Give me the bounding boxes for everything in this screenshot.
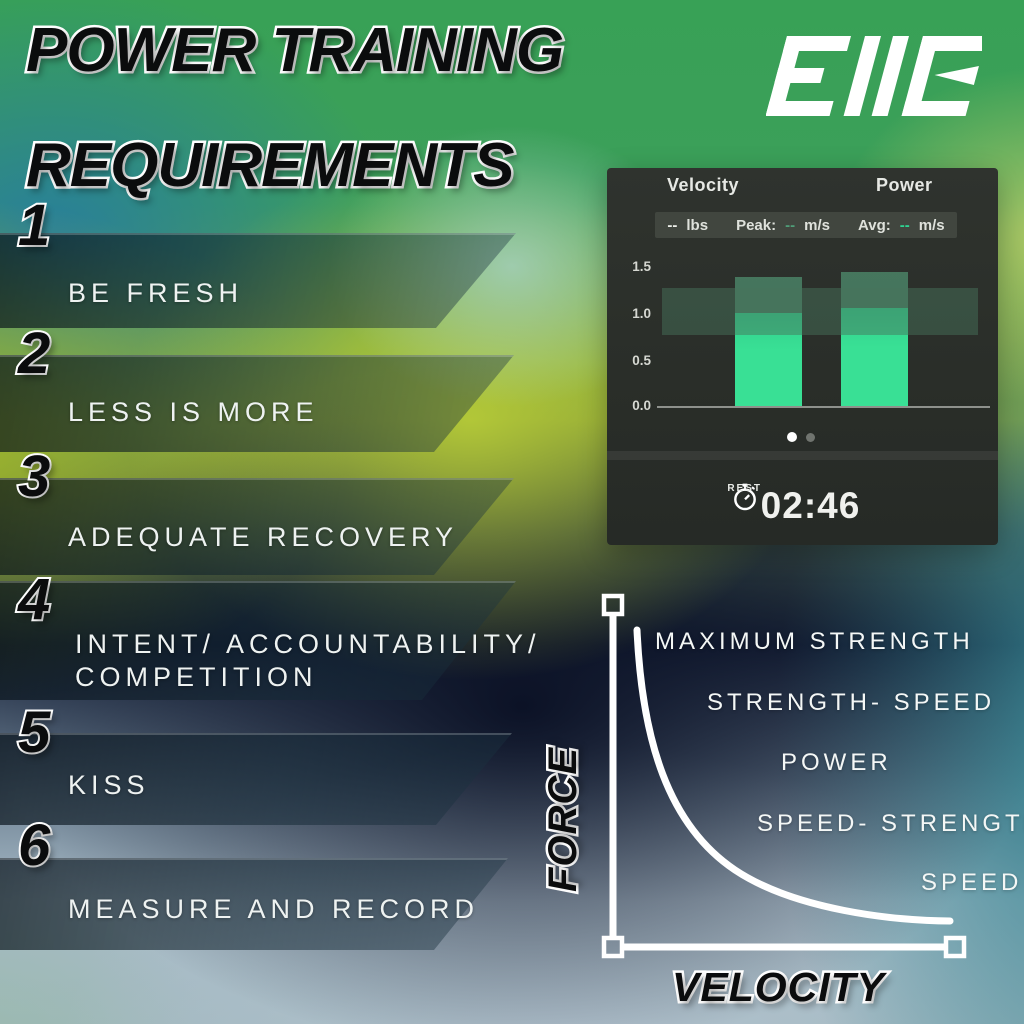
axis-handle-origin: [601, 935, 625, 959]
training-app-panel: Velocity Power -- lbs Peak: -- m/s Avg: …: [607, 168, 998, 545]
weight-unit: lbs: [686, 216, 709, 234]
avg-unit: m/s: [918, 216, 945, 234]
item-label-less-is-more: LESS IS MORE: [68, 397, 319, 427]
item-number-4: 4: [16, 565, 52, 634]
velocity-bar: [735, 313, 802, 407]
target-zone-band: [662, 288, 978, 335]
panel-divider: [607, 451, 998, 460]
item-label-measure-record: MEASURE AND RECORD: [68, 894, 480, 924]
ytick-1-5: 1.5: [632, 259, 651, 274]
zone-label-maximum-strength: MAXIMUM STRENGTH: [655, 628, 974, 655]
item-number-6: 6: [16, 811, 52, 880]
tab-velocity: Velocity: [667, 175, 740, 195]
peak-value: --: [785, 216, 796, 234]
peak-unit: m/s: [804, 216, 830, 234]
item-label-kiss: KISS: [68, 770, 150, 800]
avg-label: Avg:: [857, 216, 891, 234]
force-velocity-diagram: [601, 593, 967, 959]
list-banner-2: [0, 355, 514, 452]
power-bar-peak-cap: [841, 272, 908, 308]
item-number-2: 2: [16, 319, 52, 388]
page-title: POWER TRAINING REQUIREMENTS: [23, 17, 566, 199]
zone-label-power: POWER: [781, 749, 892, 776]
weight-value: --: [667, 216, 678, 234]
power-bar: [841, 308, 908, 407]
rest-label: REST: [727, 483, 762, 494]
item-number-5: 5: [16, 698, 52, 767]
ytick-0-5: 0.5: [632, 353, 651, 368]
ytick-1-0: 1.0: [632, 306, 651, 321]
list-banner-1: [0, 233, 516, 328]
zone-label-strength-speed: STRENGTH- SPEED: [707, 689, 996, 716]
zone-label-speed-strength: SPEED- STRENGTH: [757, 810, 1024, 837]
page-title-line1: POWER TRAINING: [23, 16, 566, 85]
list-banner-5: [0, 733, 512, 825]
item-label-intent-line1: INTENT/ ACCOUNTABILITY/: [75, 629, 541, 659]
item-number-1: 1: [16, 191, 52, 260]
velocity-axis-label: VELOCITY: [669, 962, 886, 1013]
brand-logo-icon: [765, 36, 987, 116]
item-label-be-fresh: BE FRESH: [68, 278, 244, 308]
velocity-bar-peak-cap: [735, 277, 802, 313]
avg-value: --: [899, 216, 910, 234]
pagination-dots: [787, 432, 815, 442]
axis-handle-top: [601, 593, 625, 617]
list-banner-4: [0, 581, 516, 700]
pagination-dot-inactive: [806, 432, 815, 442]
fv-curve: [633, 626, 954, 925]
list-banner-3: [0, 478, 514, 575]
chart-baseline: [657, 406, 990, 408]
item-label-intent-line2: COMPETITION: [75, 662, 318, 692]
stats-bar: -- lbs Peak: -- m/s Avg: -- m/s: [655, 212, 957, 238]
brand-logo: [765, 36, 987, 121]
pagination-dot-active: [787, 432, 797, 442]
item-label-adequate-recovery: ADEQUATE RECOVERY: [68, 522, 459, 552]
stopwatch-icon: [733, 483, 756, 511]
peak-label: Peak:: [736, 216, 777, 234]
item-number-3: 3: [16, 442, 52, 511]
zone-label-speed: SPEED: [921, 869, 1023, 896]
ytick-0-0: 0.0: [632, 398, 651, 413]
rest-timer: REST 02:46: [607, 483, 998, 527]
force-axis-label: FORCE: [539, 745, 588, 895]
list-banner-6: [0, 858, 508, 950]
axis-handle-right: [943, 935, 967, 959]
page-title-line2: REQUIREMENTS: [23, 131, 516, 201]
tab-power: Power: [876, 175, 933, 195]
timer-value: 02:46: [760, 485, 861, 526]
